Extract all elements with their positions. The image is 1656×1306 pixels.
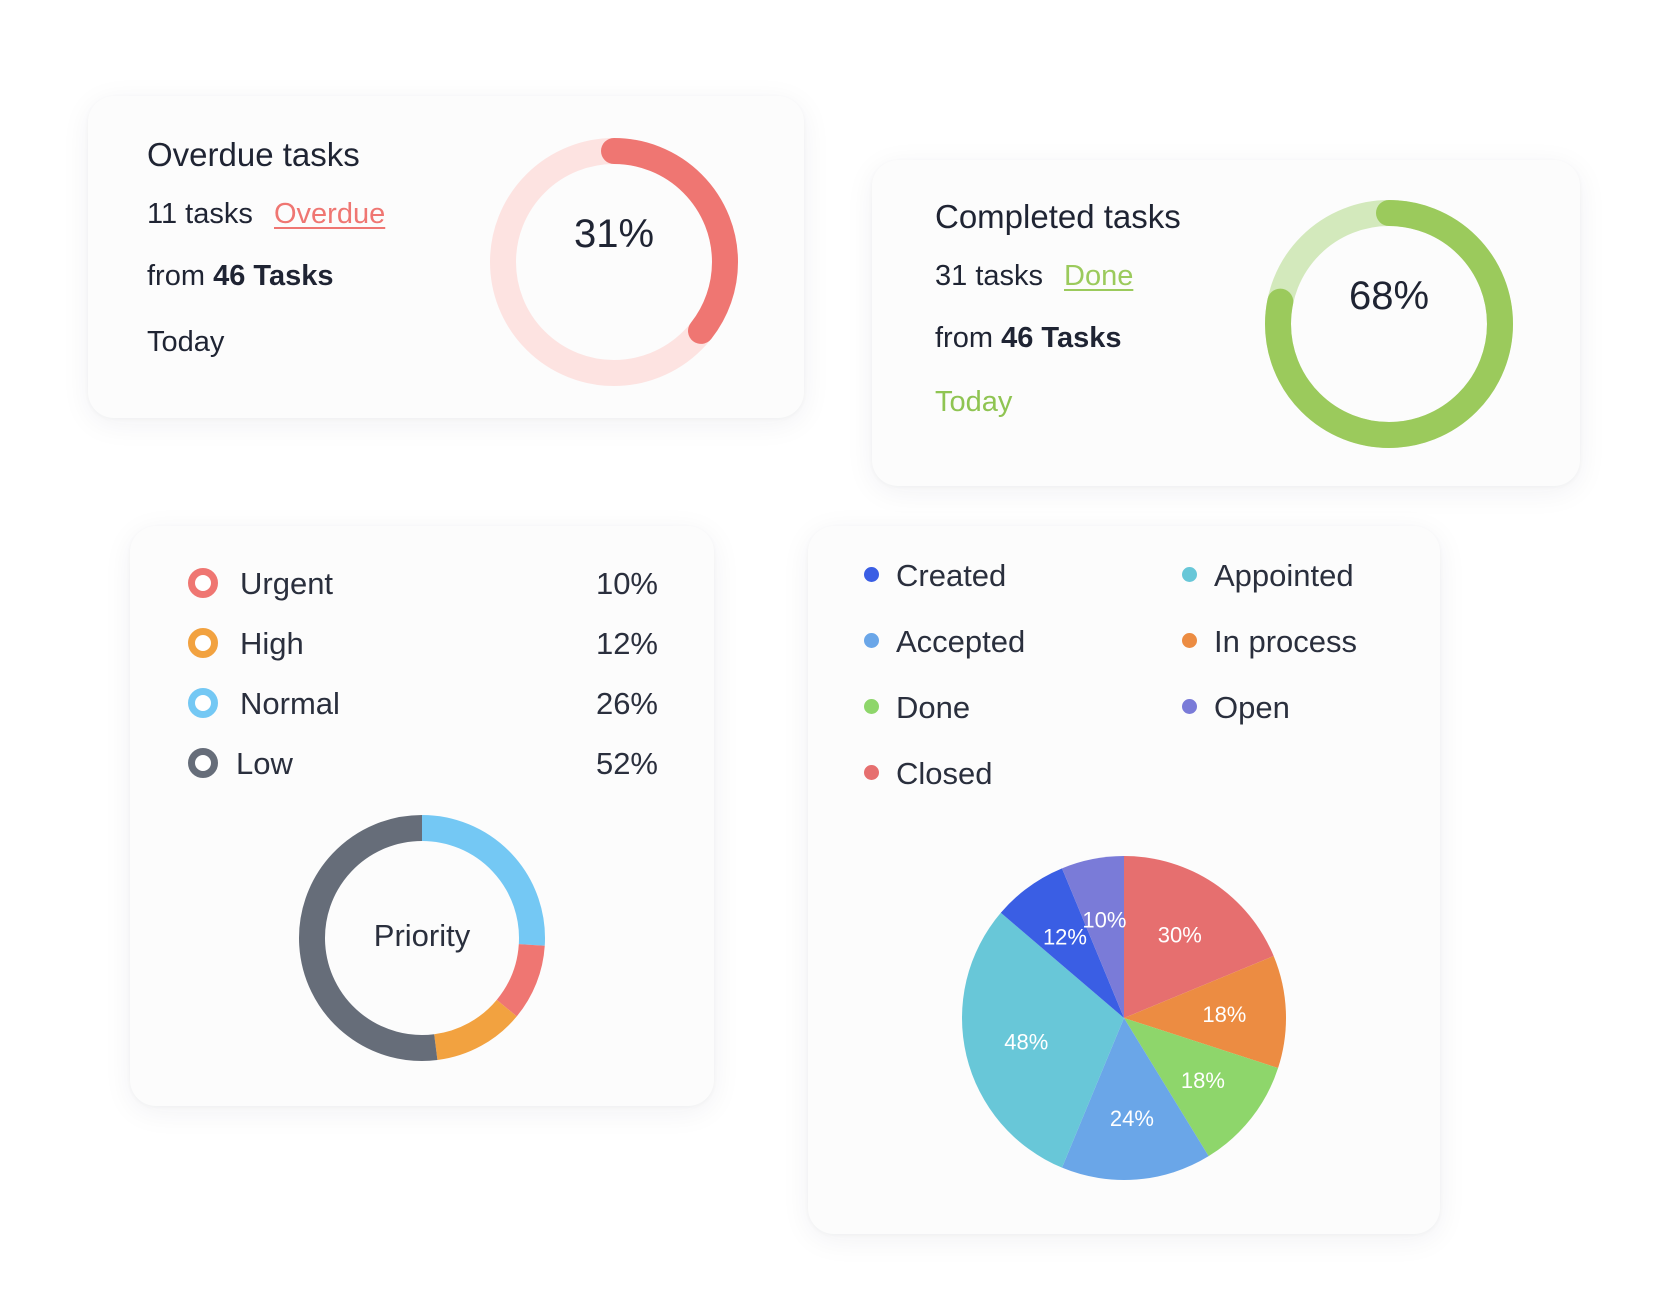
completed-from-prefix: from	[935, 322, 1002, 354]
completed-percent-label: 68%	[1348, 274, 1430, 318]
priority-row-low: Low 52%	[188, 734, 658, 794]
urgent-ring-icon	[188, 568, 218, 598]
completed-donut-arc	[1265, 200, 1513, 448]
done-dot-icon	[864, 699, 879, 714]
closed-dot-icon	[864, 765, 879, 780]
overdue-from: from 46 Tasks	[147, 260, 333, 293]
legend-label-created: Created	[896, 558, 1007, 593]
completed-from-total: 46 Tasks	[1001, 322, 1122, 354]
overdue-donut-arc	[490, 138, 738, 386]
pie-slice-label-3: 24%	[1110, 1106, 1154, 1131]
legend-label-in-process: In process	[1214, 624, 1358, 659]
priority-arc-urgent	[496, 943, 545, 1017]
status-card: Created Appointed Accepted In process Do…	[808, 526, 1440, 1234]
priority-row-high: High 12%	[188, 614, 658, 674]
priority-arc-low	[299, 815, 438, 1061]
legend-label-open: Open	[1214, 690, 1290, 725]
priority-legend: Urgent 10% High 12% Normal 26% Low 52%	[188, 554, 658, 814]
legend-item-in-process: In process	[1182, 612, 1442, 668]
pie-slice-label-2: 18%	[1181, 1068, 1225, 1093]
pie-slice-3	[1062, 1018, 1209, 1180]
priority-row-normal: Normal 26%	[188, 674, 658, 734]
pie-slice-4	[961, 912, 1124, 1168]
completed-title: Completed tasks	[935, 198, 1181, 235]
pie-slice-5	[1000, 868, 1124, 1018]
legend-item-accepted: Accepted	[864, 612, 1124, 668]
legend-label-closed: Closed	[896, 756, 993, 791]
completed-from: from 46 Tasks	[935, 322, 1121, 355]
priority-value-low: 52%	[595, 746, 658, 781]
pie-slice-label-5: 12%	[1043, 925, 1087, 950]
pie-slice-1	[1124, 956, 1286, 1069]
legend-item-open: Open	[1182, 678, 1442, 734]
completed-link[interactable]: Done	[1064, 260, 1134, 292]
pie-slice-2	[1124, 1018, 1279, 1157]
legend-item-appointed: Appointed	[1182, 546, 1442, 602]
priority-value-urgent: 10%	[595, 566, 658, 601]
low-ring-icon	[188, 748, 218, 778]
normal-ring-icon	[188, 688, 218, 718]
priority-center-label: Priority	[373, 918, 471, 953]
overdue-from-prefix: from	[147, 260, 214, 292]
pie-slice-label-6: 10%	[1082, 907, 1126, 932]
status-pie-chart: 30% 18% 18% 24% 48% 12%10%	[961, 856, 1286, 1180]
completed-count: 31 tasks	[935, 260, 1043, 292]
in-process-dot-icon	[1182, 633, 1197, 648]
priority-value-normal: 26%	[595, 686, 658, 721]
overdue-from-total: 46 Tasks	[213, 260, 334, 292]
status-legend: Created Appointed Accepted In process Do…	[864, 546, 1424, 816]
overdue-percent-label: 31%	[573, 212, 655, 256]
completed-period: Today	[935, 386, 1013, 418]
overdue-donut	[490, 138, 738, 386]
legend-item-closed: Closed	[864, 744, 1124, 800]
legend-label-accepted: Accepted	[896, 624, 1026, 659]
priority-row-urgent: Urgent 10%	[188, 554, 658, 614]
high-ring-icon	[188, 628, 218, 658]
priority-value-high: 12%	[595, 626, 658, 661]
priority-label-normal: Normal	[240, 686, 340, 721]
pie-slice-label-1: 18%	[1202, 1002, 1246, 1027]
overdue-title: Overdue tasks	[147, 136, 360, 173]
overdue-period: Today	[147, 326, 225, 358]
pie-slice-label-0: 30%	[1158, 922, 1202, 947]
legend-label-appointed: Appointed	[1214, 558, 1354, 593]
overdue-link[interactable]: Overdue	[274, 198, 386, 230]
created-dot-icon	[864, 567, 879, 582]
priority-label-low: Low	[236, 746, 293, 781]
overdue-count: 11 tasks	[147, 198, 253, 230]
legend-label-done: Done	[896, 690, 971, 725]
priority-label-urgent: Urgent	[240, 566, 334, 601]
legend-item-created: Created	[864, 546, 1124, 602]
pie-slice-label-4: 48%	[1004, 1029, 1048, 1054]
overdue-tasks-card: Overdue tasks 11 tasks Overdue from 46 T…	[88, 96, 804, 418]
pie-slice-6	[1062, 856, 1124, 1018]
priority-arc-high	[433, 999, 517, 1061]
priority-arc-normal	[421, 815, 545, 946]
completed-donut	[1265, 200, 1513, 448]
appointed-dot-icon	[1182, 567, 1197, 582]
priority-label-high: High	[240, 626, 304, 661]
priority-donut	[299, 815, 545, 1061]
accepted-dot-icon	[864, 633, 879, 648]
priority-card: Urgent 10% High 12% Normal 26% Low 52% P…	[130, 526, 714, 1106]
open-dot-icon	[1182, 699, 1197, 714]
legend-item-done: Done	[864, 678, 1124, 734]
pie-slice-0	[1124, 856, 1274, 1018]
completed-tasks-card: Completed tasks 31 tasks Done from 46 Ta…	[872, 160, 1580, 486]
